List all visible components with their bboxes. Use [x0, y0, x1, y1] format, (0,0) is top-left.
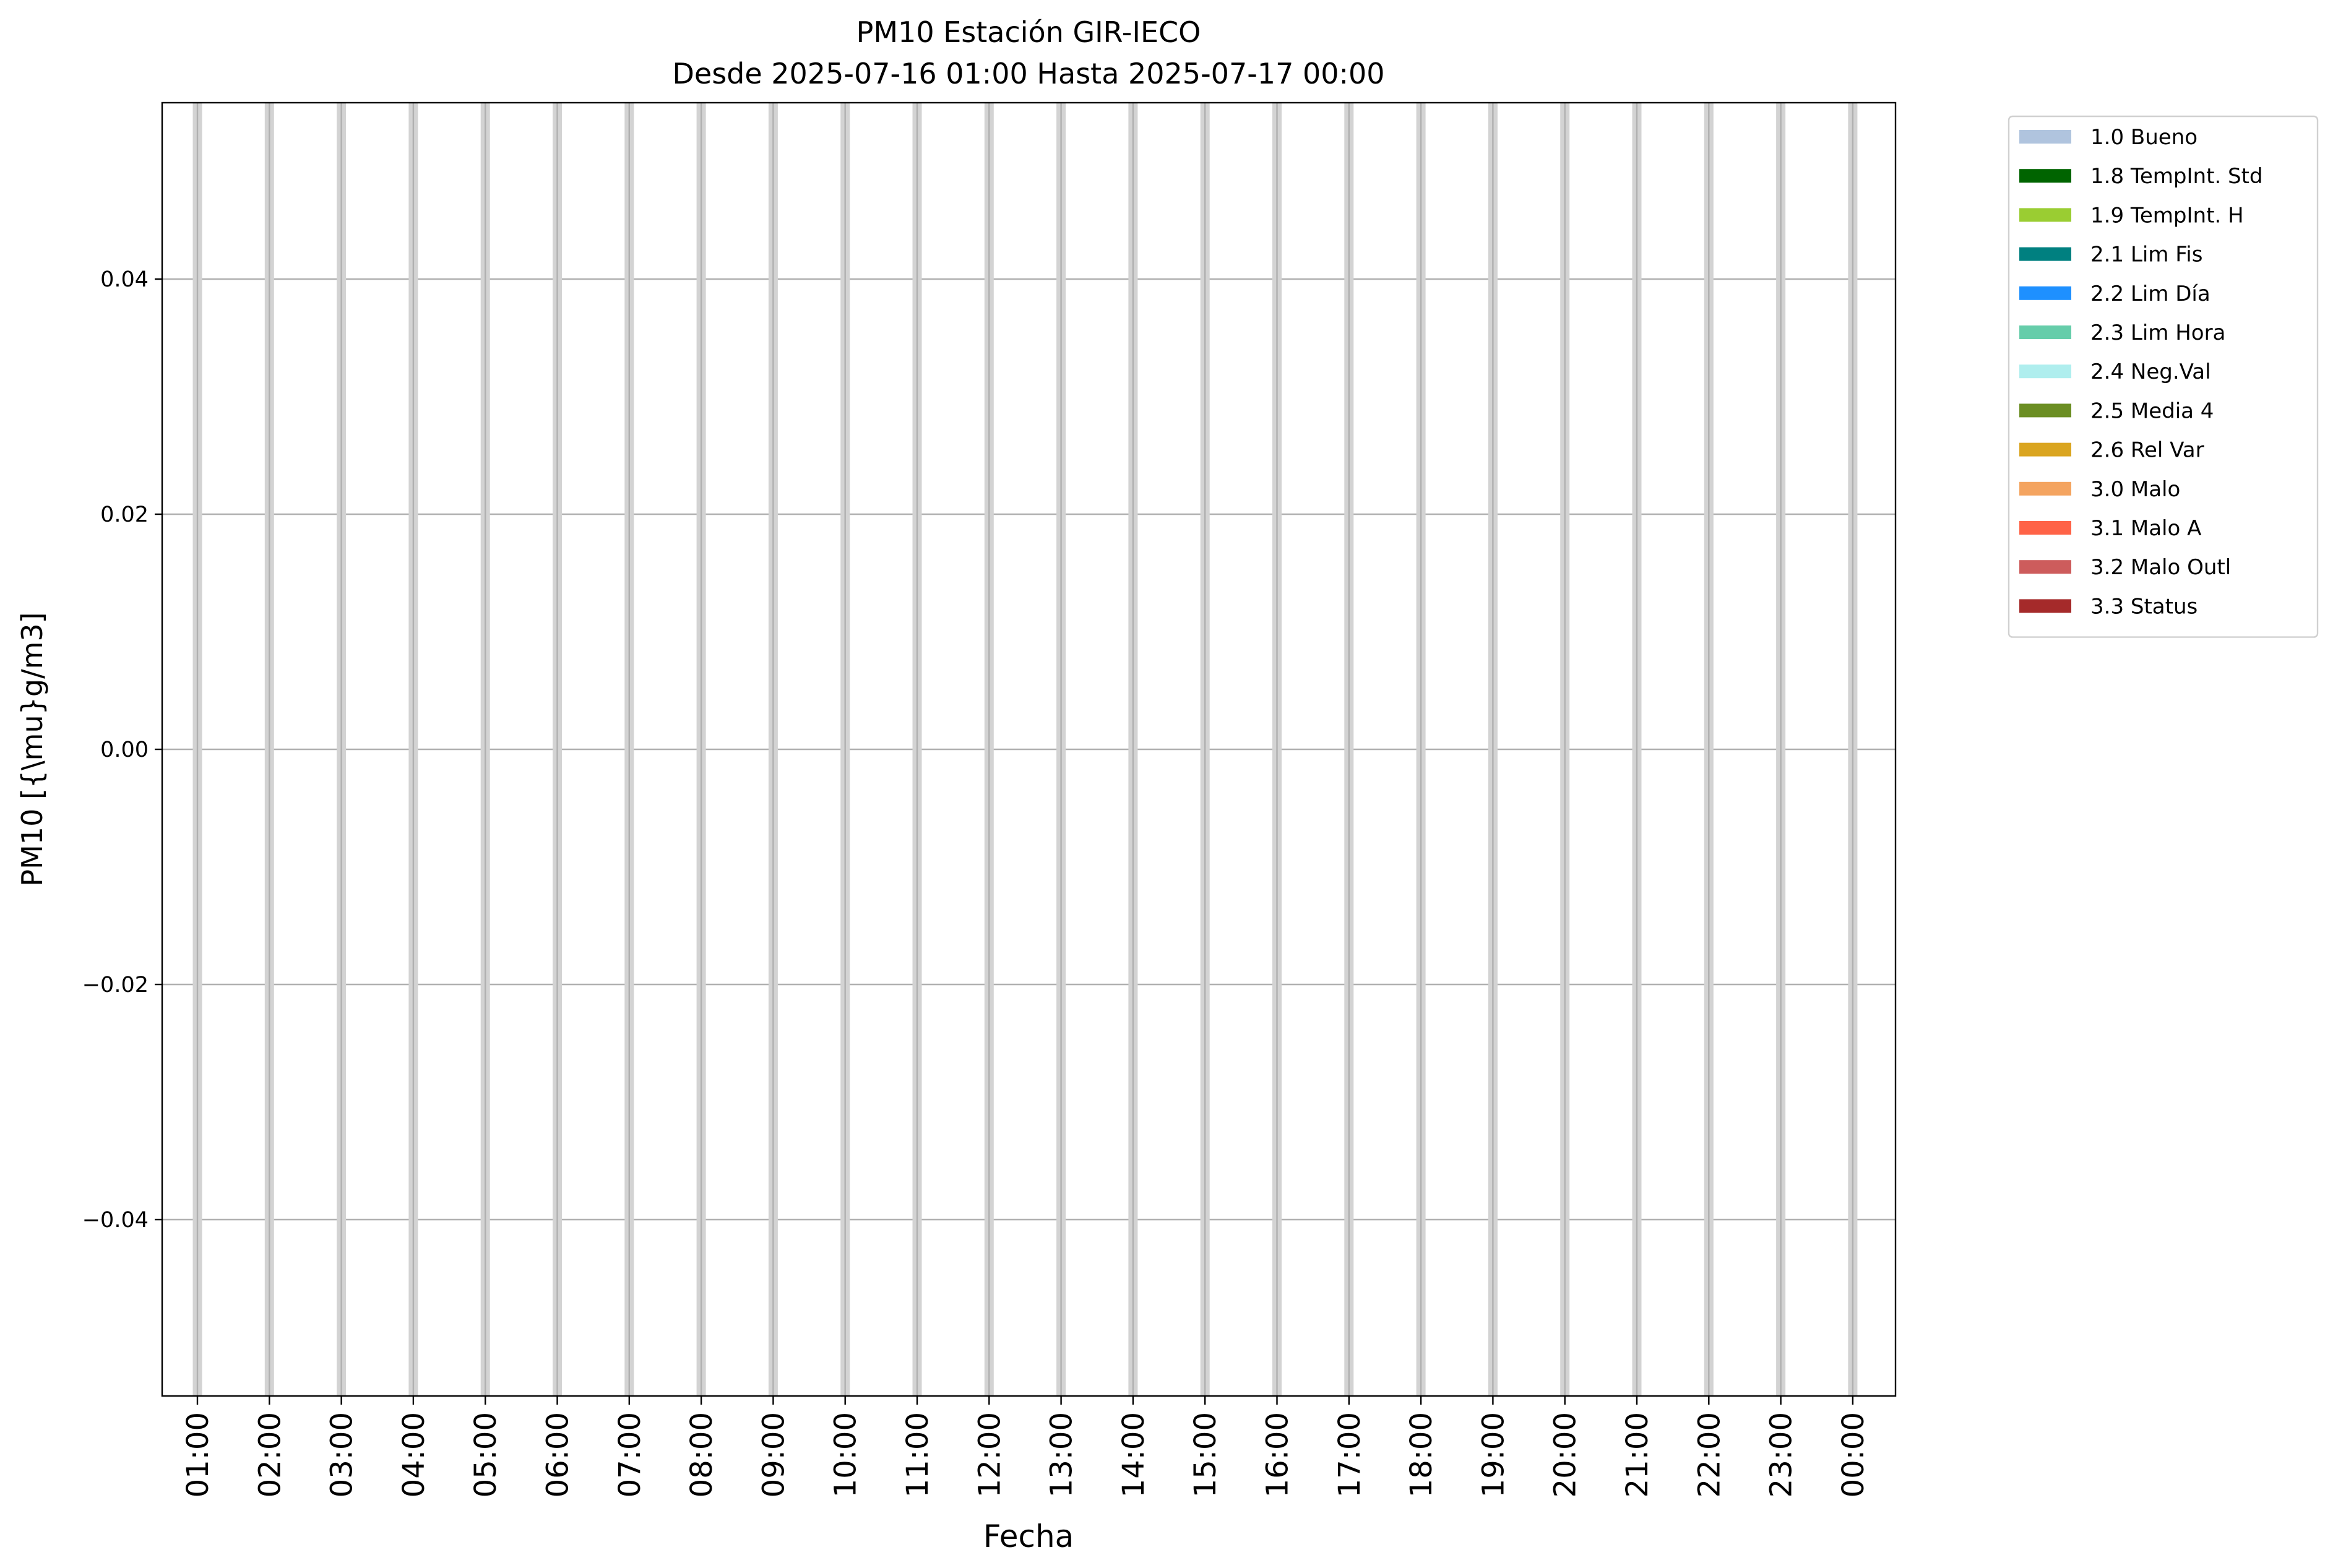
- axes-frame: [161, 101, 1897, 1397]
- legend-label: 2.3 Lim Hora: [2090, 321, 2225, 345]
- chart-title: PM10 Estación GIR-IECO: [856, 15, 1201, 49]
- legend-label: 3.0 Malo: [2090, 477, 2180, 502]
- plot-area: −0.04 −0.02 0.00 0.02 0.04 01:00 02:00 03:00 04:…: [82, 101, 1897, 1497]
- legend-swatch: [2019, 364, 2071, 379]
- x-tick-label: 23:00: [1764, 1412, 1799, 1497]
- legend-label: 2.1 Lim Fis: [2090, 243, 2202, 267]
- x-tick-label: 02:00: [252, 1412, 287, 1497]
- x-tick-label: 03:00: [325, 1412, 360, 1497]
- x-tick-label: 12:00: [972, 1412, 1007, 1497]
- x-tick-label: 09:00: [756, 1412, 791, 1497]
- legend-label: 2.2 Lim Día: [2090, 282, 2211, 306]
- x-tick-label: 06:00: [541, 1412, 576, 1497]
- x-tick-label: 15:00: [1188, 1412, 1223, 1497]
- legend-swatch: [2019, 403, 2071, 418]
- x-tick-label: 22:00: [1692, 1412, 1727, 1497]
- x-axis-label: Fecha: [983, 1518, 1074, 1554]
- legend-swatch: [2019, 560, 2071, 574]
- legend-swatch: [2019, 169, 2071, 183]
- y-tick-label: −0.04: [82, 1208, 149, 1233]
- x-tick-label: 04:00: [397, 1412, 431, 1497]
- legend-frame: [2008, 115, 2319, 638]
- y-tick-label: −0.02: [82, 973, 149, 997]
- legend-swatch: [2019, 130, 2071, 144]
- x-tick-label: 05:00: [468, 1412, 503, 1497]
- x-tick-label: 18:00: [1404, 1412, 1439, 1497]
- x-tick-label: 07:00: [613, 1412, 647, 1497]
- legend-label: 3.3 Status: [2090, 594, 2198, 619]
- y-axis-label: PM10 [{\mu}g/m3]: [15, 612, 49, 886]
- legend-swatch: [2019, 247, 2071, 261]
- legend-swatch: [2019, 286, 2071, 300]
- legend-label: 3.1 Malo A: [2090, 516, 2201, 541]
- legend-swatch: [2019, 521, 2071, 535]
- y-tick-label: 0.00: [100, 738, 149, 762]
- legend-swatch: [2019, 208, 2071, 222]
- x-tick-label: 19:00: [1476, 1412, 1511, 1497]
- chart-subtitle: Desde 2025-07-16 01:00 Hasta 2025-07-17 …: [672, 57, 1384, 90]
- legend-label: 1.0 Bueno: [2090, 125, 2198, 150]
- x-tick-label: 11:00: [900, 1412, 935, 1497]
- x-tick-label: 17:00: [1332, 1412, 1367, 1497]
- legend-label: 2.5 Media 4: [2090, 398, 2214, 423]
- legend-swatch: [2019, 481, 2071, 496]
- x-tick-label: 00:00: [1836, 1412, 1871, 1497]
- legend-swatch: [2019, 325, 2071, 339]
- legend-label: 1.9 TempInt. H: [2090, 203, 2244, 228]
- legend-swatch: [2019, 599, 2071, 613]
- legend-label: 3.2 Malo Outl: [2090, 555, 2231, 580]
- x-tick-label: 01:00: [181, 1412, 215, 1497]
- x-tick-label: 13:00: [1045, 1412, 1079, 1497]
- x-tick-label: 10:00: [829, 1412, 863, 1497]
- legend-swatch: [2019, 442, 2071, 457]
- legend-label: 1.8 TempInt. Std: [2090, 164, 2263, 189]
- x-tick-label: 14:00: [1116, 1412, 1151, 1497]
- x-tick-label: 21:00: [1620, 1412, 1655, 1497]
- x-tick-label: 20:00: [1548, 1412, 1583, 1497]
- legend-label: 2.6 Rel Var: [2090, 438, 2204, 463]
- legend-label: 2.4 Neg.Val: [2090, 360, 2211, 384]
- x-tick-label: 08:00: [684, 1412, 719, 1497]
- y-tick-label: 0.02: [100, 502, 149, 527]
- y-tick-label: 0.04: [100, 267, 149, 292]
- legend: 1.0 Bueno 1.8 TempInt. Std 1.9 TempInt. H 2…: [2008, 115, 2319, 638]
- x-tick-label: 16:00: [1261, 1412, 1295, 1497]
